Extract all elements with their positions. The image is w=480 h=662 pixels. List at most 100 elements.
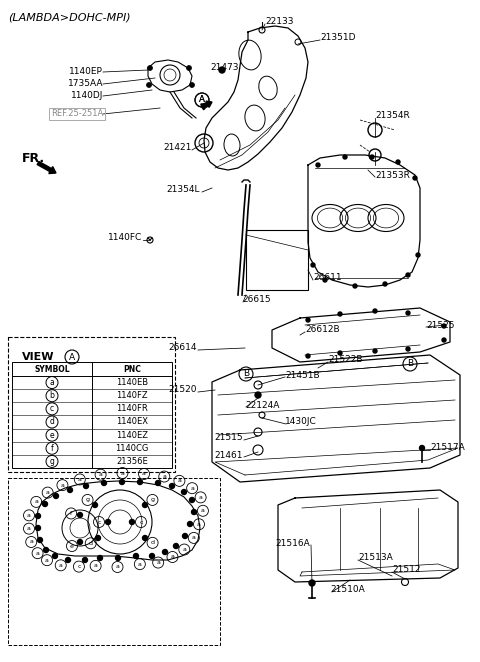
Circle shape [44, 547, 48, 553]
Circle shape [416, 253, 420, 257]
Text: 1140FZ: 1140FZ [116, 391, 148, 401]
Text: a: a [36, 551, 39, 555]
Circle shape [255, 392, 261, 398]
Circle shape [413, 176, 417, 180]
Circle shape [338, 351, 342, 355]
Text: a: a [34, 499, 38, 504]
FancyArrow shape [201, 101, 212, 109]
Circle shape [130, 520, 134, 524]
Text: c: c [77, 564, 81, 569]
Text: c: c [139, 520, 143, 524]
Text: 21354L: 21354L [167, 185, 200, 195]
Circle shape [190, 498, 194, 502]
Circle shape [133, 553, 139, 559]
Text: 1140DJ: 1140DJ [71, 91, 103, 101]
Text: 21516A: 21516A [275, 538, 310, 547]
Text: g: g [150, 497, 155, 502]
Circle shape [192, 510, 196, 514]
Text: a: a [120, 471, 124, 475]
Circle shape [406, 311, 410, 315]
Text: a: a [27, 513, 31, 518]
Text: A: A [199, 95, 205, 105]
Circle shape [188, 522, 192, 526]
Text: f: f [70, 511, 72, 516]
Circle shape [149, 553, 155, 559]
Text: 21353R: 21353R [375, 171, 410, 179]
Circle shape [116, 555, 120, 561]
Text: 21421: 21421 [164, 144, 192, 152]
Circle shape [406, 347, 410, 351]
Text: e: e [50, 431, 54, 440]
Circle shape [83, 557, 87, 563]
Text: a: a [46, 490, 49, 495]
Text: c: c [97, 520, 101, 524]
Circle shape [370, 155, 374, 159]
Circle shape [406, 273, 410, 277]
Text: a: a [59, 563, 63, 568]
Circle shape [101, 481, 107, 485]
Circle shape [383, 282, 387, 286]
Circle shape [146, 83, 152, 87]
Text: 21517A: 21517A [430, 444, 465, 453]
Text: a: a [116, 565, 120, 569]
Circle shape [137, 479, 143, 485]
Text: 21451B: 21451B [285, 371, 320, 379]
Text: B: B [243, 369, 249, 379]
Text: 1140EX: 1140EX [116, 418, 148, 426]
Text: 21522B: 21522B [328, 355, 362, 365]
Text: 1140EP: 1140EP [69, 68, 103, 77]
Circle shape [316, 163, 320, 167]
Circle shape [143, 536, 147, 540]
Text: A: A [69, 352, 75, 361]
Circle shape [353, 284, 357, 288]
Text: a: a [190, 486, 194, 491]
Circle shape [187, 66, 192, 70]
Circle shape [53, 493, 59, 498]
Text: 26615: 26615 [242, 295, 271, 305]
Circle shape [309, 580, 315, 586]
Text: d: d [49, 418, 54, 426]
Text: a: a [156, 560, 160, 565]
Circle shape [37, 538, 43, 542]
Text: 1140FR: 1140FR [116, 404, 148, 413]
Text: 1140EB: 1140EB [116, 378, 148, 387]
Circle shape [219, 67, 225, 73]
Circle shape [106, 520, 110, 524]
Text: 21513A: 21513A [358, 553, 393, 563]
Circle shape [338, 312, 342, 316]
Text: 21461: 21461 [215, 451, 243, 459]
Text: 1140FC: 1140FC [108, 234, 142, 242]
Text: 26612B: 26612B [305, 326, 340, 334]
Circle shape [93, 502, 97, 508]
Text: B: B [407, 359, 413, 369]
Text: VIEW: VIEW [22, 352, 55, 362]
Circle shape [173, 544, 179, 549]
Text: 21525: 21525 [426, 320, 455, 330]
Text: f: f [50, 444, 53, 453]
Text: d: d [151, 540, 155, 545]
Text: a: a [45, 557, 49, 563]
Text: 22133: 22133 [265, 17, 293, 26]
Text: A: A [199, 95, 205, 105]
Circle shape [311, 263, 315, 267]
Text: c: c [50, 404, 54, 413]
Circle shape [373, 309, 377, 313]
Text: 21510A: 21510A [330, 585, 365, 594]
Text: 21473: 21473 [210, 62, 239, 71]
Circle shape [306, 318, 310, 322]
Circle shape [343, 155, 347, 159]
Text: 21515: 21515 [215, 434, 243, 442]
Circle shape [52, 553, 58, 559]
Text: 1430JC: 1430JC [285, 418, 317, 426]
Text: 1735AA: 1735AA [68, 79, 103, 89]
Circle shape [97, 555, 103, 561]
Text: a: a [142, 471, 146, 477]
Text: 21356E: 21356E [116, 457, 148, 466]
Text: e: e [70, 544, 74, 549]
Text: a: a [29, 540, 33, 544]
Text: g: g [85, 497, 90, 502]
Text: a: a [138, 561, 142, 567]
Circle shape [77, 512, 83, 518]
Text: 21351D: 21351D [320, 34, 356, 42]
Text: SYMBOL: SYMBOL [34, 365, 70, 373]
